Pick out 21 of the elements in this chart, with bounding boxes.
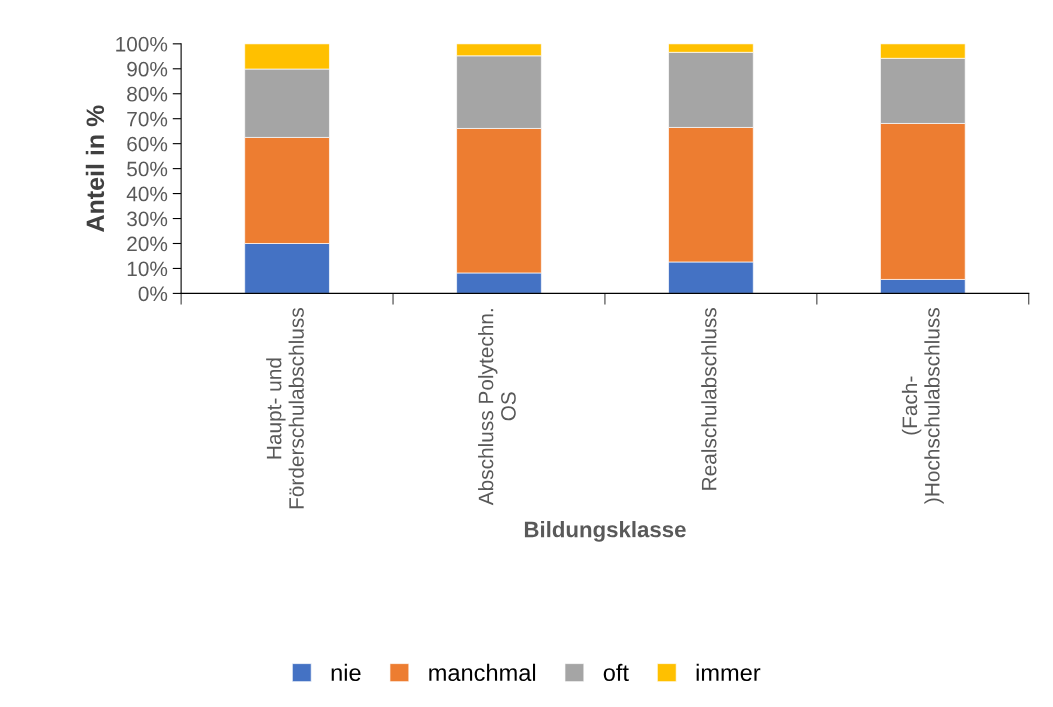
x-tick-label: Realschulabschluss [701,308,717,490]
y-tick-label: 30% [127,211,168,227]
x-tick-label: Abschluss Polytechn. OS [478,309,516,506]
legend-label: immer [696,663,761,682]
y-tick-label: 20% [127,236,168,252]
legend-label: manchmal [429,663,536,682]
y-tick-label: 50% [127,161,168,177]
y-tick-label: 40% [126,186,168,202]
y-axis-title: Anteil in % [85,105,105,232]
x-tick-label: (Fach- )Hochschulabschluss [901,308,944,505]
y-tick-label: 70% [127,111,168,127]
y-tick-label: 0% [138,286,168,302]
y-tick-label: 60% [127,136,168,152]
legend-label: oft [603,663,629,682]
y-tick-label: 80% [127,86,168,102]
x-tick-label: Haupt- und Förderschulabschluss [266,308,304,509]
legend-label: nie [331,663,361,682]
y-tick-label: 10% [127,261,168,277]
y-tick-label: 100% [116,36,168,52]
x-axis-title: Bildungsklasse [524,521,686,542]
y-tick-label: 90% [127,61,168,77]
